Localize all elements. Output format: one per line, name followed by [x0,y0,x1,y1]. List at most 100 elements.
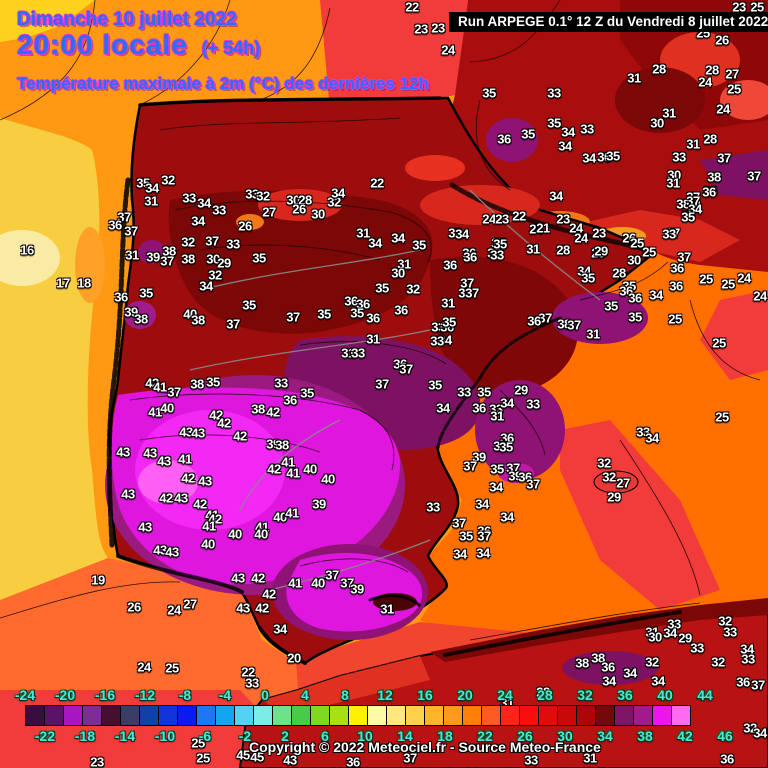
colorbar-cell [557,705,577,726]
colorbar-tick: -16 [94,687,116,703]
rivers [189,189,601,591]
colorbar-cell [44,705,64,726]
colorbar-tick: 4 [301,687,309,703]
colorbar-cell [576,705,596,726]
colorbar-tick: -24 [14,687,36,703]
colorbar-tick: 32 [577,687,593,703]
colorbar-tick: -12 [134,687,156,703]
colorbar-tick: -14 [114,728,136,744]
time-text: 20:00 locale [17,29,188,60]
france-purple-1 [486,118,538,162]
model-run-banner: Run ARPEGE 0.1° 12 Z du Vendredi 8 juill… [449,12,768,32]
colorbar-cell [177,705,197,726]
east-magenta-spot [498,463,534,483]
colorbar-cell [310,705,330,726]
colorbar-cell [481,705,501,726]
ne-purple-blob [552,292,648,344]
valid-time-label: 20:00 locale (+ 54h) [17,29,260,61]
colorbar-cell [215,705,235,726]
colorbar-cell [139,705,159,726]
atlantic-pale-spot [0,230,60,286]
colorbar-cell [253,705,273,726]
colorbar-cell [538,705,558,726]
colorbar-tick: 34 [597,728,613,744]
colorbar-cell [234,705,254,726]
galicia-purple-2 [124,301,156,329]
med-red-patch-2 [560,420,720,610]
colorbar-tick: -20 [54,687,76,703]
andalusia-magenta [286,553,423,632]
colorbar-cell [291,705,311,726]
sw-pink-spot [138,460,198,504]
colorbar-tick: 24 [497,687,513,703]
tangier-red [262,656,430,715]
colorbar-cell [367,705,387,726]
colorbar-cell [443,705,463,726]
colorbar-cell [519,705,539,726]
france-purple-2 [700,150,768,200]
copyright-label: Copyright © 2022 Meteociel.fr - Source M… [249,739,601,755]
france-red-2 [720,80,768,120]
colorbar-tick: 8 [341,687,349,703]
colorbar-cell [329,705,349,726]
colorbar-tick: 44 [697,687,713,703]
biscay-red [320,0,468,110]
roussillon-red [560,210,740,262]
colorbar-cell [500,705,520,726]
colorbar-tick: 42 [677,728,693,744]
colorbar-tick: 20 [457,687,473,703]
colorbar-tick: -22 [34,728,56,744]
coastal-orange-blob [75,227,105,303]
colorbar-cell [614,705,634,726]
colorbar-tick: 46 [717,728,733,744]
colorbar-tick: 18 [437,728,453,744]
colorbar-tick: 2 [281,728,289,744]
colorbar-cell [462,705,482,726]
colorbar-tick: 10 [357,728,373,744]
colorbar-cell [63,705,83,726]
colorbar-tick: -18 [74,728,96,744]
colorbar-tick: -6 [198,728,212,744]
colorbar-cell [120,705,140,726]
colorbar-cell [595,705,615,726]
parameter-title: Température maximale à 2m (°C) des derni… [17,74,429,93]
east-interior-dark [430,256,579,395]
colorbar-tick: 22 [477,728,493,744]
rif-purple [562,651,658,685]
colorbar-tick: 0 [261,687,269,703]
colorbar-cell [405,705,425,726]
corner-yellow [0,0,95,42]
colorbar-tick: -4 [218,687,232,703]
cantabria-red [258,189,342,221]
colorbar-tick: 28 [537,687,553,703]
colorbar-tick: 40 [657,687,673,703]
colorbar-tick: 38 [637,728,653,744]
colorbar-cell [386,705,406,726]
rif-dark-band [430,598,768,662]
colorbar-cell [158,705,178,726]
colorbar-cell [633,705,653,726]
coastal-contour-bands [106,96,682,665]
date-label: Dimanche 10 juillet 2022 [17,9,237,30]
colorbar-cell [82,705,102,726]
colorbar-tick: 26 [517,728,533,744]
colorbar-tick: 36 [617,687,633,703]
contour-lines [0,0,761,641]
colorbar-cell [424,705,444,726]
colorbar-tick: -8 [178,687,192,703]
colorbar-tick: 30 [557,728,573,744]
colorbar-cell [348,705,368,726]
massif-dark [615,67,705,133]
east-purple-blob [475,380,565,480]
balearic-island [593,470,639,494]
colorbar-cell [101,705,121,726]
colorbar-tick: -2 [238,728,252,744]
cantabria-orange [236,214,264,230]
colorbar-cell [671,705,691,726]
forecast-offset-label: (+ 54h) [201,38,261,58]
colorbar-tick: 6 [321,728,329,744]
colorbar-cell [25,705,45,726]
galicia-purple-1 [138,240,166,264]
colorbar-tick: 14 [397,728,413,744]
